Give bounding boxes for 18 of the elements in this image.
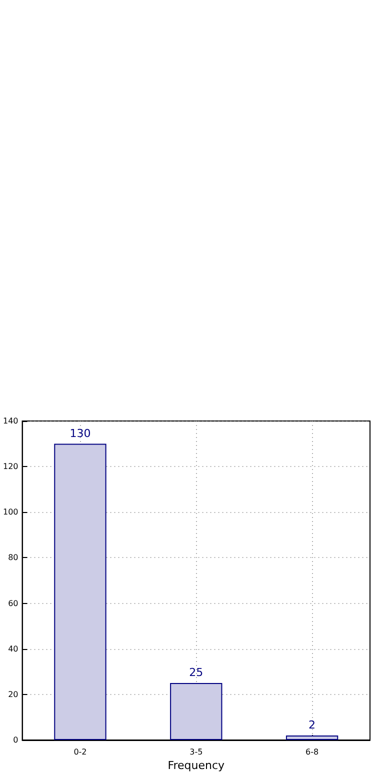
- data-label: 2: [308, 718, 316, 732]
- y-tick-label: 20: [8, 690, 18, 699]
- y-tick-label: 140: [2, 416, 18, 426]
- x-axis-title: Frequency: [168, 759, 226, 772]
- bar: [54, 444, 106, 740]
- data-label: 25: [189, 666, 204, 680]
- y-tick-label: 0: [13, 736, 18, 744]
- y-tick-label: 40: [8, 644, 18, 654]
- bar: [170, 683, 222, 740]
- y-tick-label: 60: [8, 598, 18, 608]
- x-tick-label: 6-8: [306, 748, 319, 756]
- y-tick-label: 120: [2, 462, 18, 472]
- bar: [286, 735, 338, 740]
- y-tick-label: 100: [2, 508, 18, 517]
- y-tick-label: 80: [8, 553, 18, 562]
- data-label: 130: [70, 426, 91, 440]
- x-tick-label: 3-5: [190, 748, 203, 756]
- x-tick-label: 0-2: [74, 748, 87, 756]
